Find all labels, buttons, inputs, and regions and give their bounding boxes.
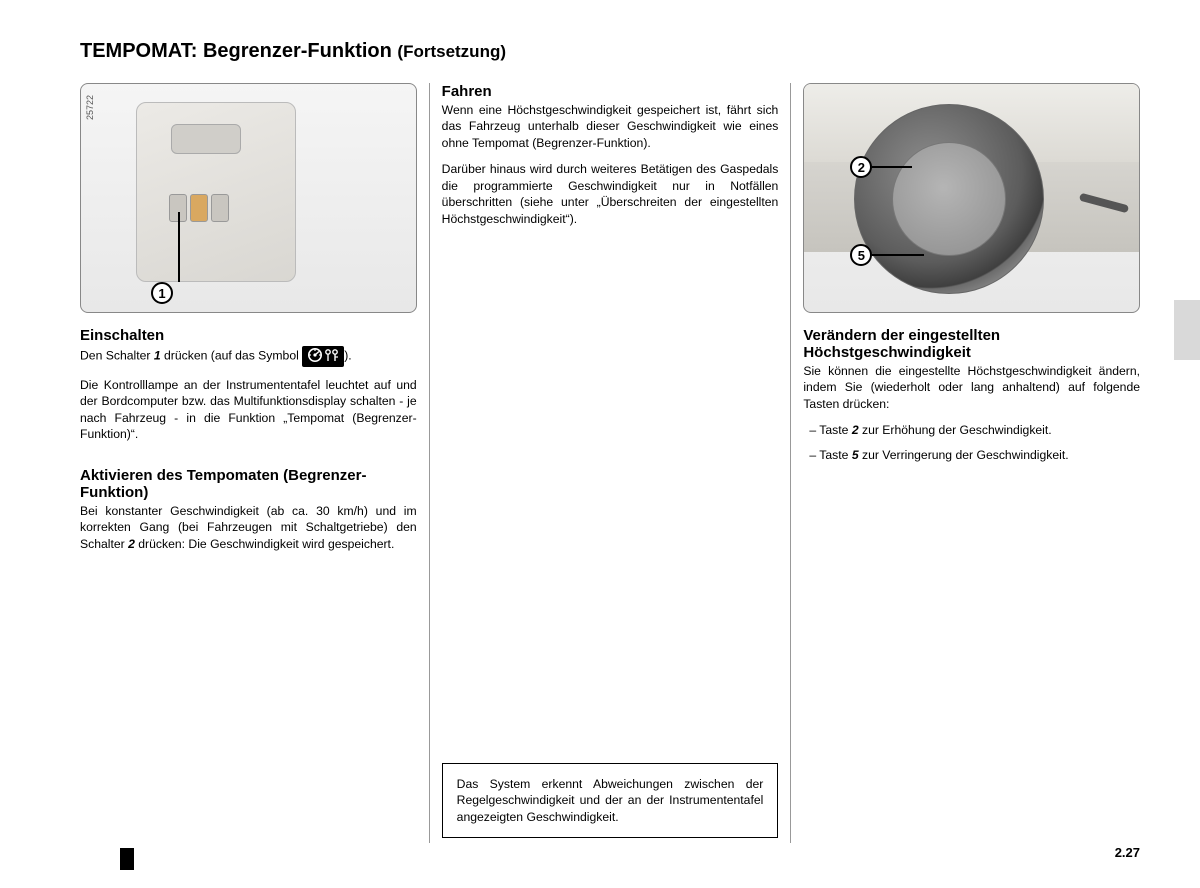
note-box: Das System erkennt Abweichungen zwi­sche… — [442, 763, 779, 838]
button-number-5: 5 — [852, 448, 859, 462]
title-continuation: (Fortsetzung) — [397, 42, 506, 61]
text: drücken (auf das Symbol — [161, 349, 303, 363]
page-number: 2.27 — [1115, 845, 1140, 860]
footer-mark — [120, 848, 134, 870]
text: Taste — [819, 448, 852, 462]
dashboard-slot — [171, 124, 241, 154]
paragraph-veraendern: Sie können die eingestellte Höchstge­sch… — [803, 363, 1140, 412]
figure-steering-wheel: 21549-1 2 5 — [803, 83, 1140, 313]
heading-fahren: Fahren — [442, 83, 779, 100]
switch-number-1: 1 — [154, 349, 161, 363]
callout-1: 1 — [151, 282, 173, 304]
manual-page: TEMPOMAT: Begrenzer-Funktion (Fortsetzun… — [0, 0, 1200, 888]
speed-limiter-icon — [302, 346, 344, 367]
callout-5-line — [872, 254, 924, 256]
steering-wheel-hub — [892, 142, 1006, 256]
list-item: Taste 2 zur Erhöhung der Geschwindig­kei… — [803, 422, 1140, 438]
column-2: Fahren Wenn eine Höchstgeschwindigkeit g… — [430, 83, 791, 858]
callout-2-line — [872, 166, 912, 168]
callout-1-line — [178, 212, 180, 282]
paragraph-fahren-1: Wenn eine Höchstgeschwindigkeit gespei­c… — [442, 102, 779, 151]
title-main: TEMPOMAT: Begrenzer-Funktion — [80, 40, 397, 62]
paragraph-aktivieren: Bei konstanter Geschwindigkeit (ab ca. 3… — [80, 503, 417, 552]
text: ). — [344, 349, 351, 363]
column-1: 25722 1 Einschalten Den Schalter 1 drück… — [80, 83, 429, 858]
text: zur Erhöhung der Geschwindig­keit. — [859, 423, 1052, 437]
text: zur Verringerung der Geschwin­digkeit. — [859, 448, 1069, 462]
side-tab — [1174, 300, 1200, 360]
heading-aktivieren: Aktivieren des Tempomaten (Begrenzer-Fun… — [80, 467, 417, 501]
paragraph-einschalten: Den Schalter 1 drücken (auf das Symbol — [80, 346, 417, 367]
figure-dashboard-switch: 25722 1 — [80, 83, 417, 313]
callout-5: 5 — [850, 244, 872, 266]
text: Den Schalter — [80, 349, 154, 363]
note-text: Das System erkennt Abweichungen zwi­sche… — [457, 777, 764, 824]
button-number-2: 2 — [852, 423, 859, 437]
dash-btn-2 — [190, 194, 208, 222]
heading-veraendern: Verändern der eingestellten Höchstgeschw… — [803, 327, 1140, 361]
paragraph-fahren-2: Darüber hinaus wird durch weiteres Betät… — [442, 161, 779, 227]
columns: 25722 1 Einschalten Den Schalter 1 drück… — [80, 83, 1140, 858]
text: Taste — [819, 423, 852, 437]
heading-einschalten: Einschalten — [80, 327, 417, 344]
figure-ref-1: 25722 — [85, 95, 95, 120]
column-3: 21549-1 2 5 Verändern der eingestellten … — [791, 83, 1140, 858]
switch-number-2: 2 — [128, 537, 135, 551]
dash-btn-3 — [211, 194, 229, 222]
button-list: Taste 2 zur Erhöhung der Geschwindig­kei… — [803, 422, 1140, 471]
list-item: Taste 5 zur Verringerung der Geschwin­di… — [803, 447, 1140, 463]
text: drücken: Die Geschwindigkeit wird gespei… — [135, 537, 394, 551]
page-title: TEMPOMAT: Begrenzer-Funktion (Fortsetzun… — [80, 40, 1140, 63]
paragraph-kontrolllampe: Die Kontrolllampe an der Instrumententa­… — [80, 377, 417, 443]
